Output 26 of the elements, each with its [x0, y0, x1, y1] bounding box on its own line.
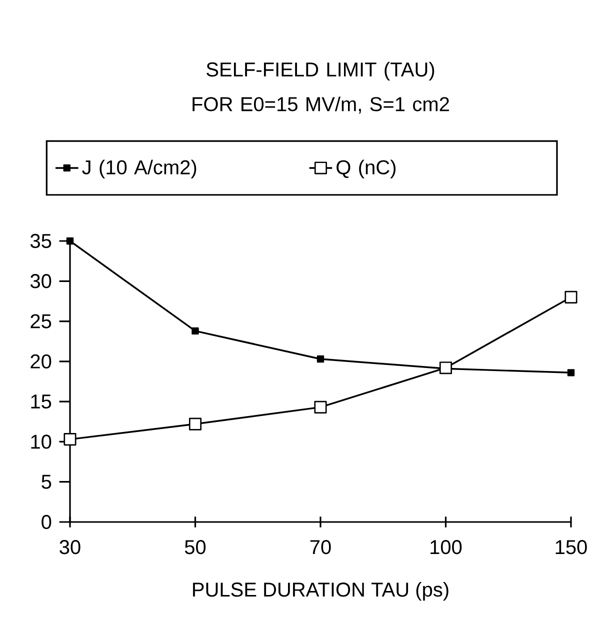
x-tick-label: 30 — [60, 540, 80, 554]
legend-label: Q (nC) — [336, 160, 396, 178]
y-tick-label: 25 — [30, 314, 52, 328]
point — [567, 369, 575, 376]
point — [188, 418, 202, 430]
point — [66, 237, 74, 245]
point — [314, 400, 327, 414]
x-tick-label: 50 — [184, 540, 206, 554]
x-tick-label: 70 — [310, 540, 331, 554]
point — [439, 362, 452, 374]
x-tick-label: 150 — [556, 540, 587, 554]
point — [64, 433, 76, 446]
legend-label: J (10 A/cm2) — [82, 160, 196, 178]
point — [192, 327, 199, 335]
y-tick-label: 5 — [42, 474, 52, 489]
y-tick-label: 10 — [31, 434, 52, 449]
x-tick-label: 100 — [430, 540, 462, 554]
point — [564, 290, 578, 304]
y-tick-label: 20 — [30, 354, 52, 368]
chart-title: SELF-FIELD LIMIT (TAU) FOR E0=15 MV/m, S=1 cm2 — [192, 62, 449, 114]
y-tick-label: 30 — [30, 274, 52, 288]
y-tick-label: 35 — [30, 234, 52, 248]
x-axis-title: PULSE DURATION TAU (ps) — [193, 582, 448, 601]
point — [316, 355, 324, 363]
y-tick-label: 15 — [31, 394, 52, 409]
y-tick-label: 0 — [42, 514, 52, 530]
